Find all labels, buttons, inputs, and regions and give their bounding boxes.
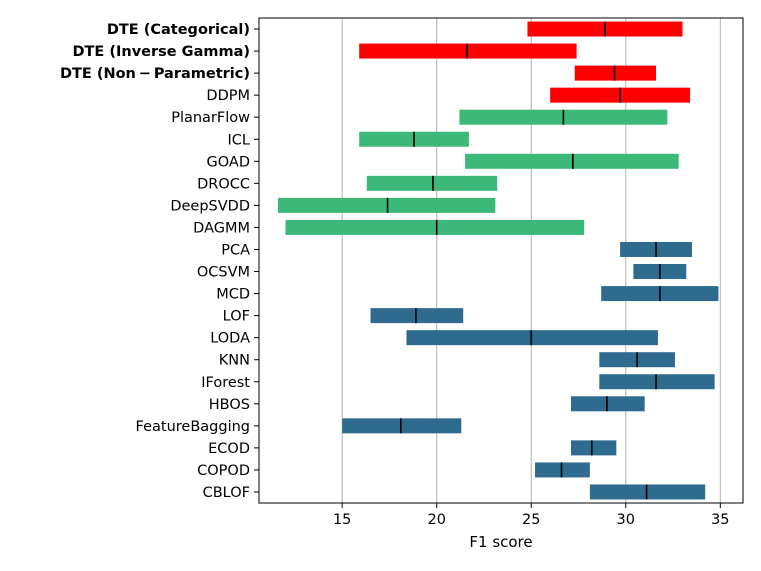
y-tick-label: GOAD <box>207 154 250 170</box>
y-axis-labels: DTE (Categorical) DTE (Inverse Gamma) DTE … <box>60 22 259 501</box>
x-tick-label: 35 <box>711 512 729 528</box>
y-tick-label: LODA <box>210 331 250 347</box>
x-tick-label: 15 <box>333 512 351 528</box>
y-tick-label: PCA <box>221 242 250 258</box>
range-bar <box>406 330 658 346</box>
y-tick-label: OCSVM <box>197 265 250 281</box>
y-tick-label: DTE (Categorical) <box>107 22 250 38</box>
range-bar <box>599 374 715 390</box>
range-bar <box>366 175 498 191</box>
y-tick-label: CBLOF <box>203 485 250 501</box>
x-tick-label: 30 <box>617 512 635 528</box>
y-tick-label: DTE (Inverse Gamma) <box>73 44 251 60</box>
y-tick-label: COPOD <box>197 463 250 479</box>
y-tick-label: DeepSVDD <box>170 198 250 214</box>
y-tick-label: MCD <box>216 287 250 303</box>
y-tick-label: DDPM <box>206 88 250 104</box>
x-axis-label: F1 score <box>469 533 532 551</box>
range-bar <box>342 418 462 434</box>
y-tick-label: DAGMM <box>193 220 250 236</box>
range-bar <box>285 219 585 235</box>
x-tick-label: 25 <box>522 512 540 528</box>
y-tick-label: HBOS <box>209 397 250 413</box>
y-tick-label: DROCC <box>197 176 250 192</box>
range-bar <box>535 462 590 478</box>
plot-frame <box>258 17 744 504</box>
range-bar <box>589 484 706 500</box>
range-bar <box>277 197 496 213</box>
x-tick-label: 20 <box>427 512 445 528</box>
range-bar <box>359 43 577 59</box>
range-bar <box>465 153 679 169</box>
y-tick-label: DTE (Non − Parametric) <box>60 66 250 82</box>
y-tick-label: KNN <box>219 353 250 369</box>
y-tick-label: PlanarFlow <box>171 110 250 126</box>
y-tick-label: IForest <box>201 375 250 391</box>
range-bar <box>370 308 464 324</box>
x-axis-ticks: 15 20 25 30 35 <box>333 503 730 528</box>
range-bar <box>574 65 657 81</box>
range-bar <box>570 440 617 456</box>
y-tick-label: FeatureBagging <box>136 419 250 435</box>
range-bars <box>277 21 719 500</box>
range-bar <box>570 396 645 412</box>
median-markers <box>386 21 661 500</box>
y-tick-label: ECOD <box>208 441 250 457</box>
y-tick-label: LOF <box>223 309 250 325</box>
y-tick-label: ICL <box>228 132 250 148</box>
